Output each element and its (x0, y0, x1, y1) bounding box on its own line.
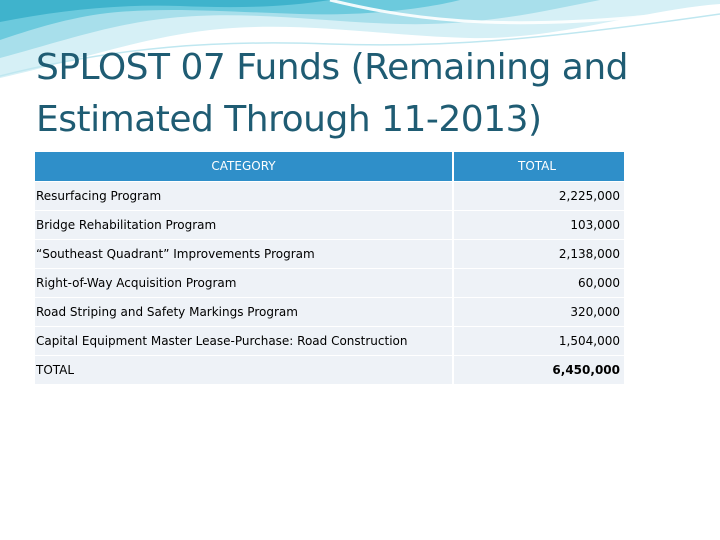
total-cell: 60,000 (453, 267, 624, 297)
category-cell: Road Striping and Safety Markings Progra… (35, 296, 454, 326)
column-header-total: TOTAL (453, 152, 624, 181)
table-row: Capital Equipment Master Lease-Purchase:… (35, 325, 624, 355)
table-row: Resurfacing Program 2,225,000 (35, 180, 624, 210)
category-cell: Right-of-Way Acquisition Program (35, 267, 454, 297)
funds-table: CATEGORY TOTAL Resurfacing Program 2,225… (35, 152, 624, 384)
table-total-row: TOTAL 6,450,000 (35, 354, 624, 384)
table-row: Road Striping and Safety Markings Progra… (35, 296, 624, 326)
page-title: SPLOST 07 Funds (Remaining and Estimated… (36, 47, 629, 140)
total-cell: 2,225,000 (453, 180, 624, 210)
category-cell: Resurfacing Program (35, 180, 454, 210)
table-row: Right-of-Way Acquisition Program 60,000 (35, 267, 624, 297)
category-cell: Bridge Rehabilitation Program (35, 209, 454, 239)
total-label-cell: TOTAL (35, 354, 454, 384)
total-cell: 320,000 (453, 296, 624, 326)
category-cell: Capital Equipment Master Lease-Purchase:… (35, 325, 454, 355)
grand-total-cell: 6,450,000 (453, 354, 624, 384)
table-row: “Southeast Quadrant” Improvements Progra… (35, 238, 624, 268)
total-cell: 2,138,000 (453, 238, 624, 268)
decorative-wave-banner (0, 0, 720, 78)
category-cell: “Southeast Quadrant” Improvements Progra… (35, 238, 454, 268)
total-cell: 103,000 (453, 209, 624, 239)
table-header-row: CATEGORY TOTAL (35, 152, 624, 181)
total-cell: 1,504,000 (453, 325, 624, 355)
table-row: Bridge Rehabilitation Program 103,000 (35, 209, 624, 239)
column-header-category: CATEGORY (35, 152, 454, 181)
